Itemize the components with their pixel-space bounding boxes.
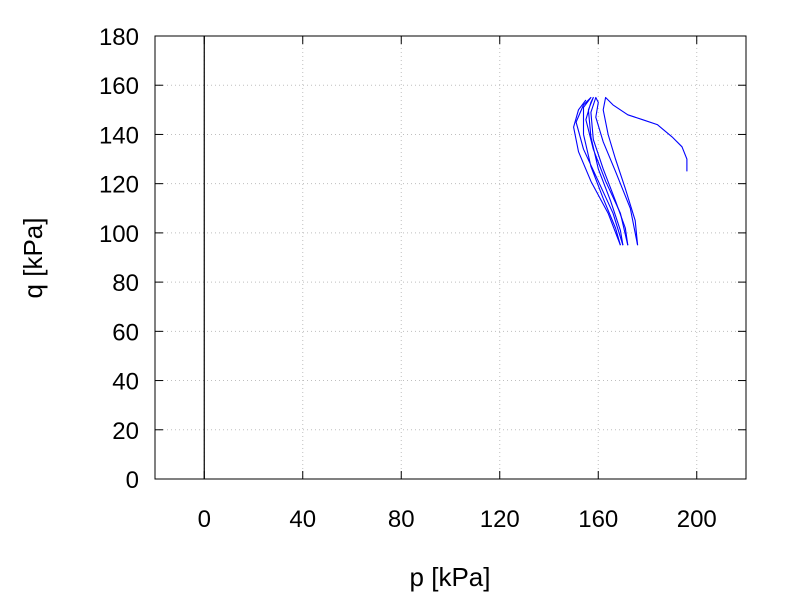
x-tick-labels: 0 40 80 120 160 200 — [198, 506, 717, 533]
y-tick-label: 120 — [99, 172, 139, 199]
y-tick-label: 180 — [99, 24, 139, 51]
y-tick-label: 100 — [99, 221, 139, 248]
x-axis-label: p [kPa] — [410, 562, 491, 592]
stress-path-series-1 — [602, 96, 688, 246]
stress-path-series-5 — [573, 99, 621, 246]
grid-layer — [155, 36, 746, 479]
y-tick-label: 80 — [112, 270, 139, 297]
y-tick-label: 40 — [112, 369, 139, 396]
x-tick-label: 160 — [578, 506, 618, 533]
y-tick-label: 60 — [112, 319, 139, 346]
stress-path-series-4 — [575, 96, 624, 246]
x-tick-label: 40 — [289, 506, 316, 533]
plot-frame — [154, 35, 747, 480]
x-tick-label: 120 — [480, 506, 520, 533]
x-tick-label: 200 — [677, 506, 717, 533]
y-tick-label: 140 — [99, 122, 139, 149]
y-tick-label: 20 — [112, 418, 139, 445]
stress-path-series-3 — [585, 96, 629, 246]
x-tick-label: 0 — [198, 506, 211, 533]
series-layer — [573, 96, 688, 246]
x-tick-label: 80 — [388, 506, 415, 533]
y-axis-label: q [kPa] — [18, 218, 48, 299]
y-tick-label: 0 — [126, 467, 139, 494]
y-tick-label: 160 — [99, 73, 139, 100]
y-tick-labels: 0 20 40 60 80 100 120 140 160 180 — [99, 24, 139, 494]
tick-layer — [155, 35, 746, 480]
stress-path-series-2 — [590, 96, 639, 246]
